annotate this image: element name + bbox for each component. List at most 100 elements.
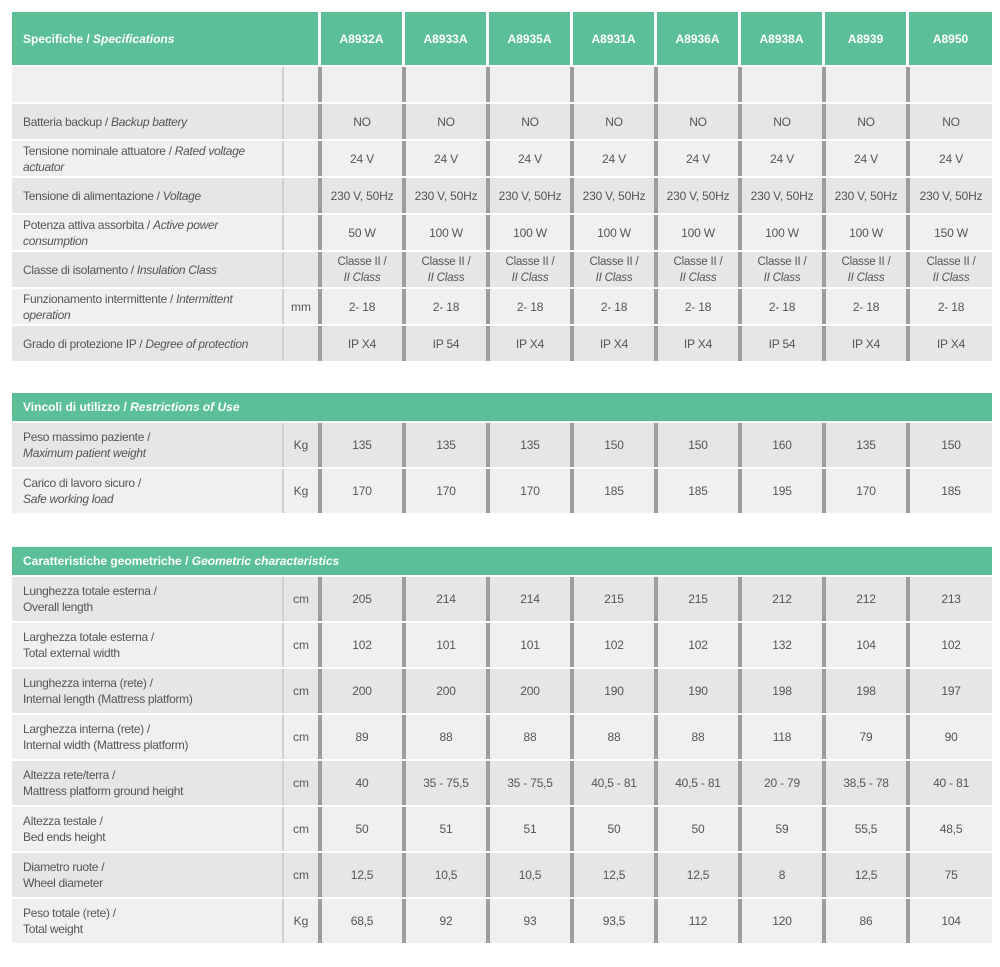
cell-value: 230 V, 50Hz: [654, 178, 738, 213]
cell-value: 79: [822, 715, 906, 759]
cell-value: 102: [570, 623, 654, 667]
cell-value: 88: [402, 715, 486, 759]
cell-value: 185: [654, 469, 738, 513]
cell-value: NO: [654, 104, 738, 139]
cell-value: 132: [738, 623, 822, 667]
cell-value: Classe II / II Class: [822, 252, 906, 287]
cell-value: IP X4: [318, 326, 402, 361]
restrictions-title: Vincoli di utilizzo / Restrictions of Us…: [12, 393, 992, 421]
cell-value: 135: [402, 423, 486, 467]
cell-value: 230 V, 50Hz: [486, 178, 570, 213]
cell-value: 35 - 75,5: [402, 761, 486, 805]
cell-value: 212: [822, 577, 906, 621]
row-unit: cm: [282, 853, 318, 897]
cell-value: 230 V, 50Hz: [906, 178, 992, 213]
row-unit: cm: [282, 761, 318, 805]
cell-value: 59: [738, 807, 822, 851]
cell-value: 88: [654, 715, 738, 759]
row-label: Altezza testale / Bed ends height: [12, 807, 282, 851]
cell-value: 38,5 - 78: [822, 761, 906, 805]
row-unit: Kg: [282, 899, 318, 943]
cell-value: IP X4: [654, 326, 738, 361]
row-label: Diametro ruote / Wheel diameter: [12, 853, 282, 897]
cell-value: 24 V: [822, 141, 906, 176]
cell-value: 214: [402, 577, 486, 621]
row-unit: cm: [282, 623, 318, 667]
model-header: A8938A: [738, 12, 822, 65]
cell-value: 12,5: [318, 853, 402, 897]
cell-value: 35 - 75,5: [486, 761, 570, 805]
table-row: Peso massimo paziente / Maximum patient w…: [12, 423, 992, 467]
cell-value: 104: [822, 623, 906, 667]
cell-value: 50: [654, 807, 738, 851]
table-row: Carico di lavoro sicuro / Safe working lo…: [12, 469, 992, 513]
table-row: Batteria backup / Backup battery NO NO N…: [12, 104, 992, 139]
cell-value: 150: [654, 423, 738, 467]
table-row: Tensione nominale attuatore / Rated volt…: [12, 141, 992, 176]
row-unit: cm: [282, 577, 318, 621]
cell-value: 170: [402, 469, 486, 513]
cell-value: 2- 18: [486, 289, 570, 324]
cell-value: 93: [486, 899, 570, 943]
cell-value: 50: [318, 807, 402, 851]
cell-value: 48,5: [906, 807, 993, 851]
row-unit: [282, 215, 318, 250]
cell-value: 88: [486, 715, 570, 759]
cell-value: 170: [822, 469, 906, 513]
cell-value: 93,5: [570, 899, 654, 943]
cell-value: 150: [906, 423, 992, 467]
cell-value: Classe II / II Class: [738, 252, 822, 287]
cell-value: 12,5: [570, 853, 654, 897]
cell-value: 40: [318, 761, 402, 805]
cell-value: Classe II / II Class: [570, 252, 654, 287]
cell-value: NO: [906, 104, 992, 139]
cell-value: 12,5: [822, 853, 906, 897]
cell-value: IP X4: [570, 326, 654, 361]
row-label: Lunghezza interna (rete) / Internal lengt…: [12, 669, 282, 713]
cell-value: 230 V, 50Hz: [822, 178, 906, 213]
specifications-title: Specifiche / Specifications: [12, 12, 318, 65]
row-unit: Kg: [282, 423, 318, 467]
specifications-header: Specifiche / Specifications A8932A A8933…: [12, 12, 992, 65]
model-header: A8950: [906, 12, 992, 65]
cell-value: 2- 18: [738, 289, 822, 324]
row-label: Lunghezza totale esterna / Overall length: [12, 577, 282, 621]
cell-value: 200: [318, 669, 402, 713]
cell-value: 102: [906, 623, 993, 667]
cell-value: 200: [402, 669, 486, 713]
cell-value: 230 V, 50Hz: [738, 178, 822, 213]
row-unit: [282, 141, 318, 176]
cell-value: 195: [738, 469, 822, 513]
cell-value: 2- 18: [318, 289, 402, 324]
cell-value: 185: [570, 469, 654, 513]
cell-value: 50 W: [318, 215, 402, 250]
cell-value: 51: [486, 807, 570, 851]
cell-value: 2- 18: [654, 289, 738, 324]
cell-value: 75: [906, 853, 993, 897]
blank-row: [12, 67, 992, 102]
row-label: Altezza rete/terra / Mattress platform gr…: [12, 761, 282, 805]
cell-value: 24 V: [486, 141, 570, 176]
row-label: Larghezza interna (rete) / Internal width…: [12, 715, 282, 759]
cell-value: 68,5: [318, 899, 402, 943]
cell-value: 150: [570, 423, 654, 467]
cell-value: 214: [486, 577, 570, 621]
row-unit: [282, 178, 318, 213]
cell-value: 100 W: [486, 215, 570, 250]
cell-value: 24 V: [654, 141, 738, 176]
cell-value: 215: [570, 577, 654, 621]
table-row: Larghezza interna (rete) / Internal width…: [12, 715, 993, 759]
row-label: Classe di isolamento / Insulation Class: [12, 252, 282, 287]
row-unit: cm: [282, 715, 318, 759]
cell-value: 190: [654, 669, 738, 713]
table-row: Lunghezza totale esterna / Overall length…: [12, 577, 993, 621]
cell-value: 2- 18: [906, 289, 992, 324]
cell-value: 198: [822, 669, 906, 713]
row-label: Carico di lavoro sicuro / Safe working lo…: [12, 469, 282, 513]
cell-value: NO: [822, 104, 906, 139]
cell-value: 212: [738, 577, 822, 621]
table-row: Peso totale (rete) / Total weight Kg 68,5…: [12, 899, 993, 943]
table-row: Funzionamento intermittente / Intermitte…: [12, 289, 992, 324]
row-unit: [282, 252, 318, 287]
cell-value: 135: [318, 423, 402, 467]
